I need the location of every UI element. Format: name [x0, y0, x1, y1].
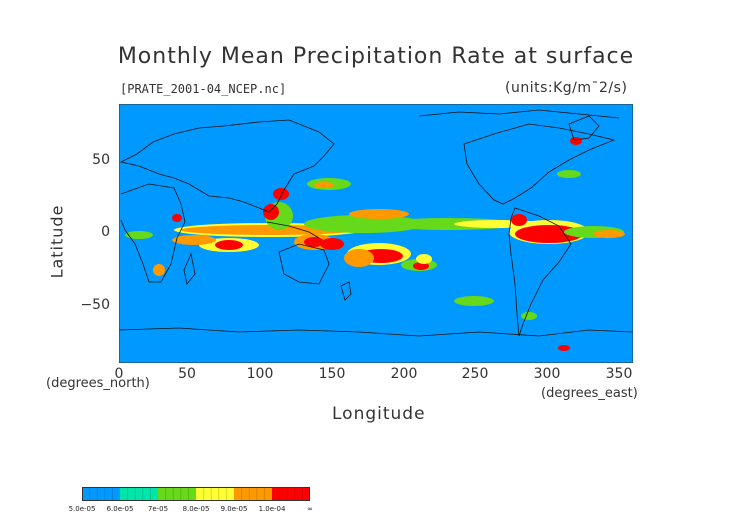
chart-title: Monthly Mean Precipitation Rate at surfa…	[117, 44, 635, 69]
legend-label: 7e-05	[147, 505, 169, 513]
y-tick-label: −50	[80, 297, 110, 313]
x-tick-label: 200	[390, 366, 418, 382]
legend-swatch	[272, 487, 310, 501]
units-label: (units:Kg/m¯2/s)	[505, 80, 628, 96]
legend-swatch	[82, 487, 120, 501]
x-tick-label: 100	[246, 366, 274, 382]
x-tick-label: 50	[178, 366, 196, 382]
x-tick-label: 250	[461, 366, 489, 382]
color-legend-bar	[82, 487, 310, 501]
legend-swatch	[158, 487, 196, 501]
x-tick-label: 350	[605, 366, 633, 382]
x-tick-label: 0	[114, 366, 124, 382]
y-tick-label: 0	[101, 224, 110, 240]
x-tick-label: 300	[533, 366, 561, 382]
x-tick-label: 150	[318, 366, 346, 382]
x-axis-label: Longitude	[332, 404, 426, 424]
precipitation-map	[119, 104, 633, 363]
x-axis-unit: (degrees_east)	[541, 386, 638, 401]
legend-swatch	[120, 487, 158, 501]
legend-label: 1.0e-04	[258, 505, 286, 513]
y-axis-unit: (degrees_north)	[46, 376, 150, 391]
coastlines	[119, 109, 633, 337]
legend-label: 5.0e-05	[68, 505, 96, 513]
y-tick-label: 50	[92, 152, 110, 168]
legend-swatch	[234, 487, 272, 501]
legend-label: ∞	[307, 505, 313, 513]
legend-swatch	[196, 487, 234, 501]
legend-label: 8.0e-05	[182, 505, 210, 513]
legend-label: 9.0e-05	[220, 505, 248, 513]
y-axis-label: Latitude	[47, 204, 67, 279]
legend-label: 6.0e-05	[106, 505, 134, 513]
file-label: [PRATE_2001-04_NCEP.nc]	[120, 82, 287, 96]
legend-frame	[82, 487, 310, 501]
